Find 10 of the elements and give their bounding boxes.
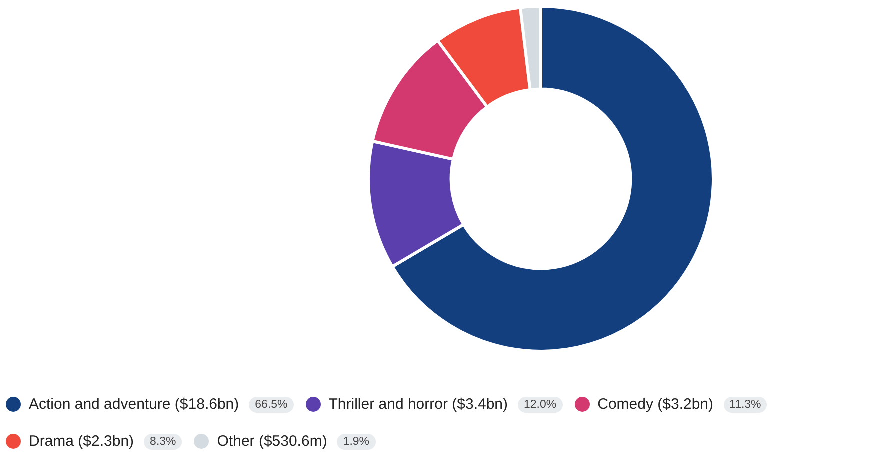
legend-label: Comedy ($3.2bn): [598, 396, 714, 413]
data-label: 11.3%: [724, 396, 768, 412]
data-label: 1.9%: [337, 434, 376, 450]
legend-label: Drama ($2.3bn): [29, 433, 134, 450]
data-label: 12.0%: [518, 396, 563, 412]
legend-label: Action and adventure ($18.6bn): [29, 396, 240, 413]
data-label: 8.3%: [144, 434, 182, 450]
legend-label: Thriller and horror ($3.4bn): [328, 396, 508, 413]
legend-label: Other ($530.6m): [217, 433, 328, 450]
data-label: 66.5%: [249, 396, 294, 412]
